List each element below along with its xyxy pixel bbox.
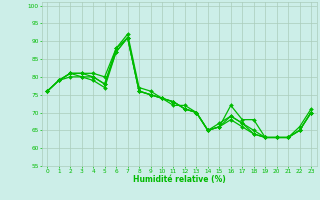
X-axis label: Humidité relative (%): Humidité relative (%) bbox=[133, 175, 226, 184]
